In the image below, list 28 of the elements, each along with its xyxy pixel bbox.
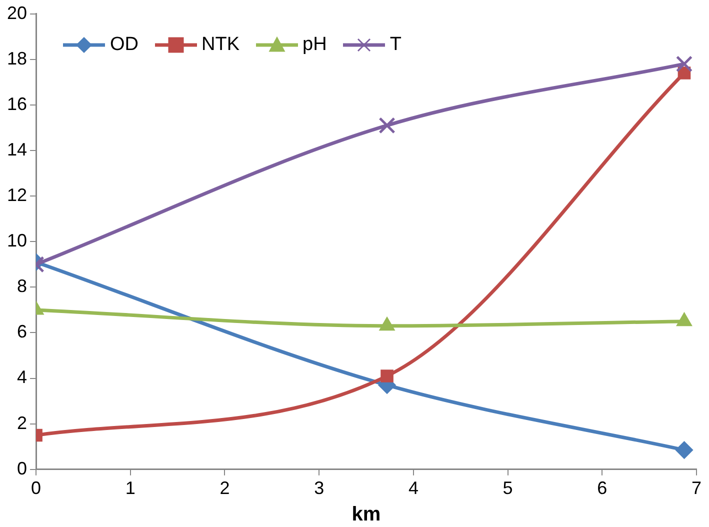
x-tick-label: 5 [502, 478, 513, 498]
x-tick-label: 4 [408, 478, 418, 498]
legend-label: T [390, 34, 402, 56]
legend-label: pH [302, 34, 327, 56]
point [676, 56, 693, 72]
y-tick-label: 2 [17, 412, 28, 433]
y-tick-label: 10 [6, 230, 28, 251]
y-tick-label: 14 [6, 139, 28, 160]
point [378, 117, 396, 134]
y-tick-label: 6 [17, 322, 28, 342]
point [380, 370, 394, 382]
y-tick-label: 12 [6, 185, 28, 206]
y-tick-label: 18 [6, 48, 28, 68]
x-tick-label: 1 [125, 478, 136, 498]
x-tick-label: 7 [691, 478, 702, 498]
x-tick-label: 2 [220, 478, 230, 498]
legend-label: NTK [202, 34, 240, 56]
y-tick-label: 20 [6, 2, 28, 23]
legend-label: OD [110, 34, 139, 56]
x-tick-label: 6 [597, 478, 608, 498]
x-tick-label: 3 [314, 478, 324, 498]
point [675, 441, 693, 459]
x-tick-label: 0 [31, 478, 42, 498]
x-axis-title: km [352, 504, 381, 526]
y-tick-label: 4 [17, 367, 28, 388]
y-tick-label: 16 [6, 94, 28, 114]
y-tick-label: 0 [17, 458, 28, 478]
y-tick-label: 8 [17, 276, 28, 296]
